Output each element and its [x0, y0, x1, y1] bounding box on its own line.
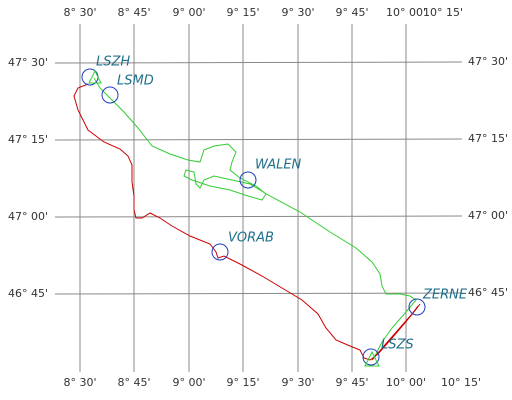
- longitude-label: 8° 45': [117, 6, 150, 19]
- longitude-label: 9° 00': [172, 376, 205, 389]
- waypoint-markers: [81, 68, 426, 366]
- longitude-label: 9° 45': [335, 376, 368, 389]
- parallel: [54, 292, 463, 295]
- graticule-labels: 8° 30' 8° 30' 8° 45' 8° 45' 9° 00' 9° 00' 9° 1…: [8, 6, 508, 389]
- end-marker: [364, 350, 380, 367]
- waypoint-circle: [362, 348, 380, 366]
- longitude-label: 8° 30': [63, 6, 96, 19]
- longitude-label: 10° 00': [386, 376, 426, 389]
- parallel: [54, 215, 463, 218]
- waypoint-label: ZERNE: [422, 288, 468, 303]
- waypoint-label: LSZS: [381, 338, 414, 353]
- latitude-label: 47° 15': [468, 132, 508, 145]
- latitude-label: 47° 00': [8, 210, 48, 223]
- latitude-label: 46° 45': [468, 286, 508, 299]
- start-marker: [88, 69, 102, 84]
- waypoint-label: LSZH: [96, 55, 130, 70]
- longitude-label: 9° 15': [226, 6, 259, 19]
- longitude-label: 10° 00': [386, 6, 426, 19]
- latitude-label: 47° 30': [8, 56, 48, 69]
- longitude-label: 9° 00': [172, 6, 205, 19]
- latitude-label: 47° 00': [468, 209, 508, 222]
- red-track-end: [371, 305, 419, 361]
- waypoint-label: VORAB: [228, 231, 274, 246]
- parallel: [54, 61, 463, 64]
- longitude-label: 8° 45': [117, 376, 150, 389]
- longitude-label: 9° 45': [335, 6, 368, 19]
- latitude-label: 46° 45': [8, 287, 48, 300]
- latitude-label: 47° 30': [468, 55, 508, 68]
- waypoint-circle: [211, 243, 229, 261]
- waypoint-label: WALEN: [255, 158, 302, 173]
- waypoint-circle: [101, 86, 119, 104]
- longitude-label: 9° 30': [281, 376, 314, 389]
- graticule: [54, 24, 463, 372]
- latitude-label: 47° 15': [8, 133, 48, 146]
- longitude-label: 8° 30': [63, 376, 96, 389]
- waypoint-circle: [239, 171, 257, 189]
- waypoint-circle: [408, 298, 426, 316]
- longitude-label: 10° 15': [441, 376, 481, 389]
- waypoint-label: LSMD: [117, 74, 154, 89]
- parallel: [54, 138, 463, 141]
- longitude-label: 10° 15': [423, 6, 463, 19]
- green-track: [93, 77, 417, 361]
- longitude-label: 9° 15': [226, 376, 259, 389]
- longitude-label: 9° 30': [281, 6, 314, 19]
